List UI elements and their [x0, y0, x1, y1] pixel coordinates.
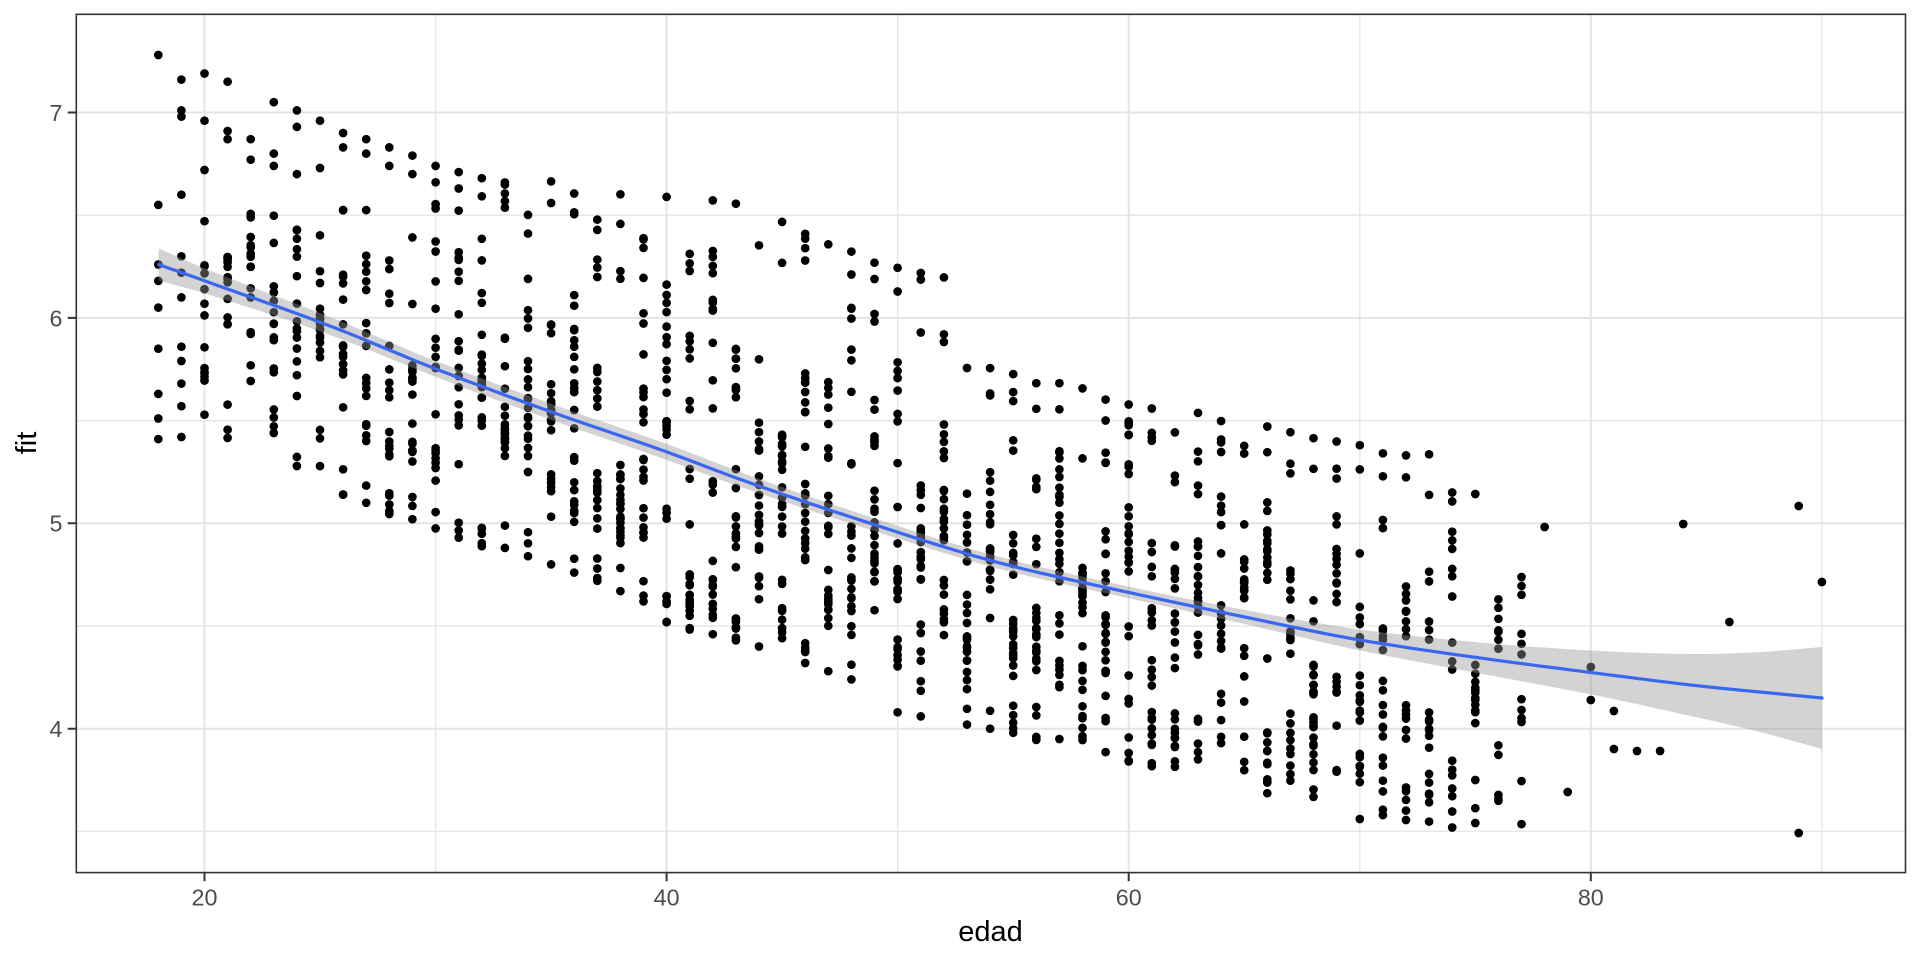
svg-text:7: 7 [50, 100, 63, 126]
svg-text:6: 6 [50, 305, 63, 331]
svg-text:fit: fit [11, 432, 43, 455]
svg-text:edad: edad [958, 916, 1023, 948]
svg-text:5: 5 [50, 511, 63, 537]
svg-text:60: 60 [1116, 885, 1142, 911]
svg-text:4: 4 [50, 716, 63, 742]
svg-text:80: 80 [1578, 885, 1604, 911]
svg-text:20: 20 [192, 885, 218, 911]
svg-text:40: 40 [654, 885, 680, 911]
